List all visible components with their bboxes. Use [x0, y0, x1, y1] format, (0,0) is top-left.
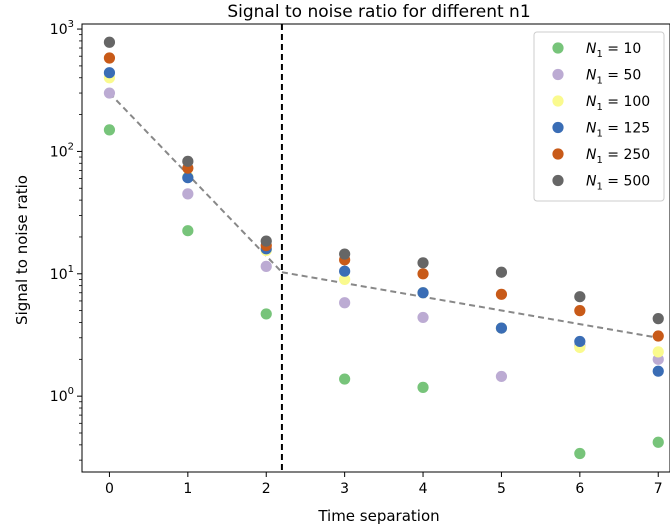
y-tick-label: 101: [50, 264, 74, 283]
x-tick-label: 0: [105, 481, 114, 497]
y-tick-label: 100: [50, 386, 74, 405]
data-point: [417, 287, 429, 299]
data-point: [574, 305, 586, 317]
x-tick-label: 5: [497, 481, 506, 497]
legend-marker: [552, 148, 564, 160]
data-point: [103, 87, 116, 99]
legend-label: N1 = 500: [586, 174, 650, 193]
legend-label: N1 = 125: [586, 121, 650, 140]
legend-marker: [552, 174, 564, 187]
x-tick-label: 1: [183, 481, 192, 497]
legend-marker: [552, 42, 564, 54]
data-point: [574, 447, 586, 460]
legend-marker: [552, 95, 564, 107]
legend-marker: [552, 121, 564, 134]
data-point: [260, 235, 272, 247]
data-point: [103, 36, 116, 48]
fit-line: [108, 92, 283, 273]
data-point: [182, 225, 194, 237]
data-point: [339, 248, 351, 260]
data-point: [260, 260, 272, 272]
data-point: [652, 330, 664, 342]
legend-box: [533, 31, 665, 202]
chart-title: Signal to noise ratio for different n1: [227, 2, 530, 22]
x-tick-label: 2: [262, 481, 271, 497]
data-point: [182, 155, 194, 167]
x-tick-label: 6: [575, 481, 584, 497]
data-point: [495, 370, 508, 383]
data-point: [495, 288, 508, 300]
x-axis-label: Time separation: [317, 507, 439, 525]
data-point: [339, 265, 351, 277]
x-tick-label: 4: [419, 481, 428, 497]
data-point: [339, 297, 351, 309]
data-point: [495, 322, 508, 334]
fit-line: [281, 271, 659, 339]
legend-label: N1 = 250: [586, 147, 650, 166]
data-point: [260, 308, 272, 320]
data-point: [417, 257, 429, 269]
legend-marker: [552, 68, 564, 81]
legend-label: N1 = 50: [586, 68, 641, 87]
data-point: [103, 52, 116, 64]
data-point: [103, 124, 116, 136]
data-point: [103, 67, 116, 79]
data-point: [574, 291, 586, 303]
data-point: [182, 172, 194, 184]
data-point: [652, 365, 664, 377]
plot-area: 0 1 2 3 4 5 6 7 100 101 102 103 N1 = 10 N1 = 50 N1 = 1…: [50, 19, 670, 497]
y-axis-label: Signal to noise ratio: [13, 175, 31, 325]
data-point: [339, 373, 351, 385]
data-point: [417, 268, 429, 280]
data-point: [652, 313, 664, 325]
data-point: [417, 311, 429, 324]
legend-label: N1 = 10: [586, 41, 641, 60]
data-point: [339, 273, 351, 285]
data-point: [495, 266, 508, 278]
axes-frame: [81, 23, 670, 473]
data-point: [182, 188, 194, 200]
data-point: [574, 335, 586, 348]
data-point: [652, 436, 664, 448]
data-point: [652, 346, 664, 358]
x-tick-label: 3: [340, 481, 349, 497]
y-tick-label: 103: [50, 19, 74, 38]
y-tick-label: 102: [50, 141, 74, 160]
legend-label: N1 = 100: [586, 94, 650, 113]
data-point: [417, 381, 429, 393]
x-tick-label: 7: [654, 481, 663, 497]
